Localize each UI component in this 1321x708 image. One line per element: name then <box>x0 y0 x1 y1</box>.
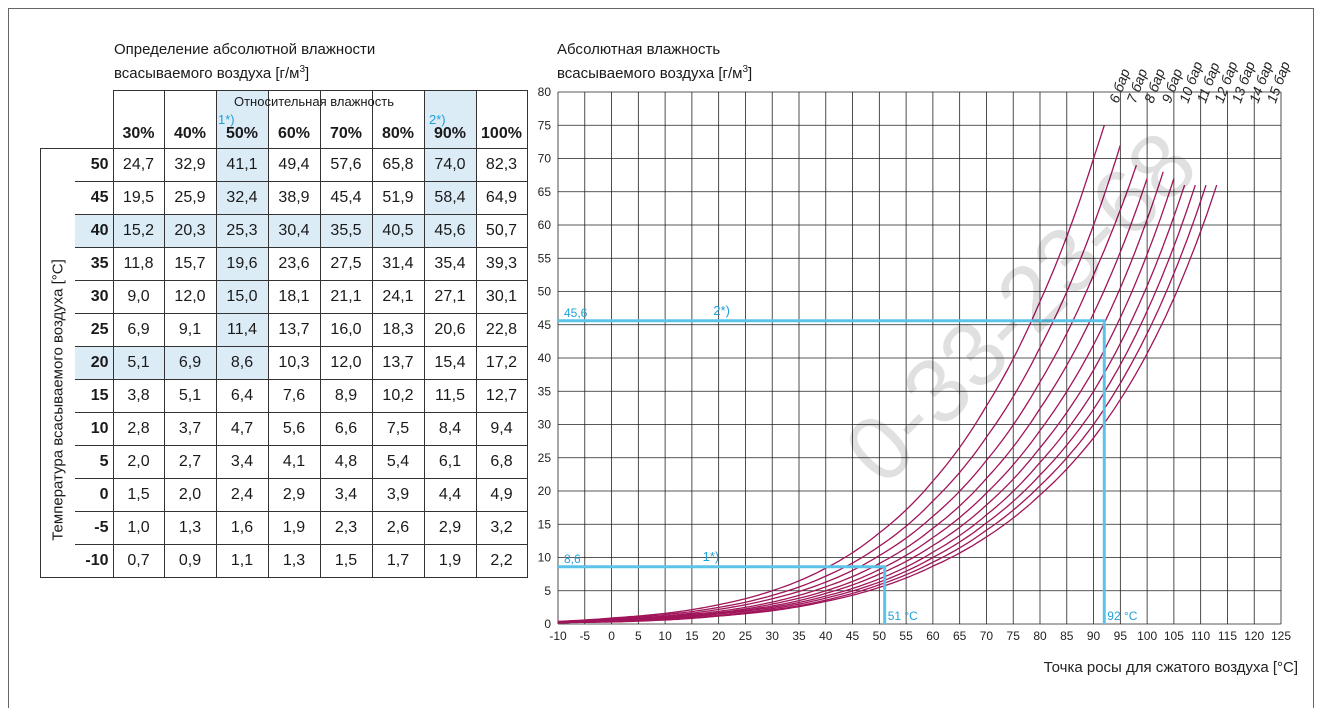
y-tick-label: 50 <box>538 285 552 299</box>
x-tick-label: 125 <box>1271 629 1291 643</box>
x-tick-label: 95 <box>1114 629 1128 643</box>
x-tick-label: 25 <box>739 629 753 643</box>
x-tick-label: 15 <box>685 629 699 643</box>
x-tick-label: 80 <box>1033 629 1047 643</box>
x-tick-label: 50 <box>873 629 887 643</box>
x-tick-label: 110 <box>1191 629 1210 643</box>
y-tick-label: 75 <box>538 118 552 132</box>
annotation-marker: 1*) <box>703 549 720 564</box>
x-axis-label: Точка росы для сжатого воздуха [°C] <box>1044 659 1298 676</box>
y-tick-label: 25 <box>538 451 552 465</box>
x-tick-label: 40 <box>819 629 833 643</box>
x-tick-label: 75 <box>1007 629 1021 643</box>
y-tick-label: 40 <box>538 351 552 365</box>
x-tick-label: 100 <box>1137 629 1157 643</box>
x-tick-label: -5 <box>579 629 590 643</box>
x-tick-label: 70 <box>980 629 994 643</box>
x-tick-label: 85 <box>1060 629 1074 643</box>
x-tick-label: 120 <box>1244 629 1264 643</box>
y-tick-label: 55 <box>538 251 552 265</box>
x-tick-label: 55 <box>899 629 913 643</box>
y-tick-label: 20 <box>538 484 552 498</box>
x-tick-label: 90 <box>1087 629 1101 643</box>
x-tick-label: 0 <box>608 629 615 643</box>
y-tick-label: 70 <box>538 152 552 166</box>
x-tick-label: 10 <box>658 629 672 643</box>
x-tick-label: 5 <box>635 629 642 643</box>
x-tick-label: -10 <box>549 629 567 643</box>
x-tick-label: 105 <box>1164 629 1184 643</box>
annotation-marker: 2*) <box>713 303 730 318</box>
x-tick-label: 65 <box>953 629 967 643</box>
y-tick-label: 0 <box>544 617 551 631</box>
x-tick-label: 20 <box>712 629 726 643</box>
y-tick-label: 5 <box>544 584 551 598</box>
y-tick-label: 10 <box>538 551 552 565</box>
x-tick-label: 45 <box>846 629 860 643</box>
y-tick-label: 15 <box>538 517 552 531</box>
y-tick-label: 65 <box>538 185 552 199</box>
y-tick-label: 35 <box>538 384 552 398</box>
annotation-y-label: 8,6 <box>564 552 581 566</box>
series-line <box>558 145 1120 622</box>
y-tick-label: 30 <box>538 418 552 432</box>
y-tick-label: 60 <box>538 218 552 232</box>
x-tick-label: 115 <box>1218 629 1237 643</box>
annotation-y-label: 45,6 <box>564 306 588 320</box>
annotation-x-label: 92 °C <box>1107 609 1137 623</box>
x-tick-label: 30 <box>766 629 780 643</box>
x-tick-label: 35 <box>792 629 806 643</box>
annotation-x-label: 51 °C <box>888 609 918 623</box>
y-tick-label: 45 <box>538 318 552 332</box>
y-tick-label: 80 <box>538 85 552 99</box>
x-tick-label: 60 <box>926 629 940 643</box>
